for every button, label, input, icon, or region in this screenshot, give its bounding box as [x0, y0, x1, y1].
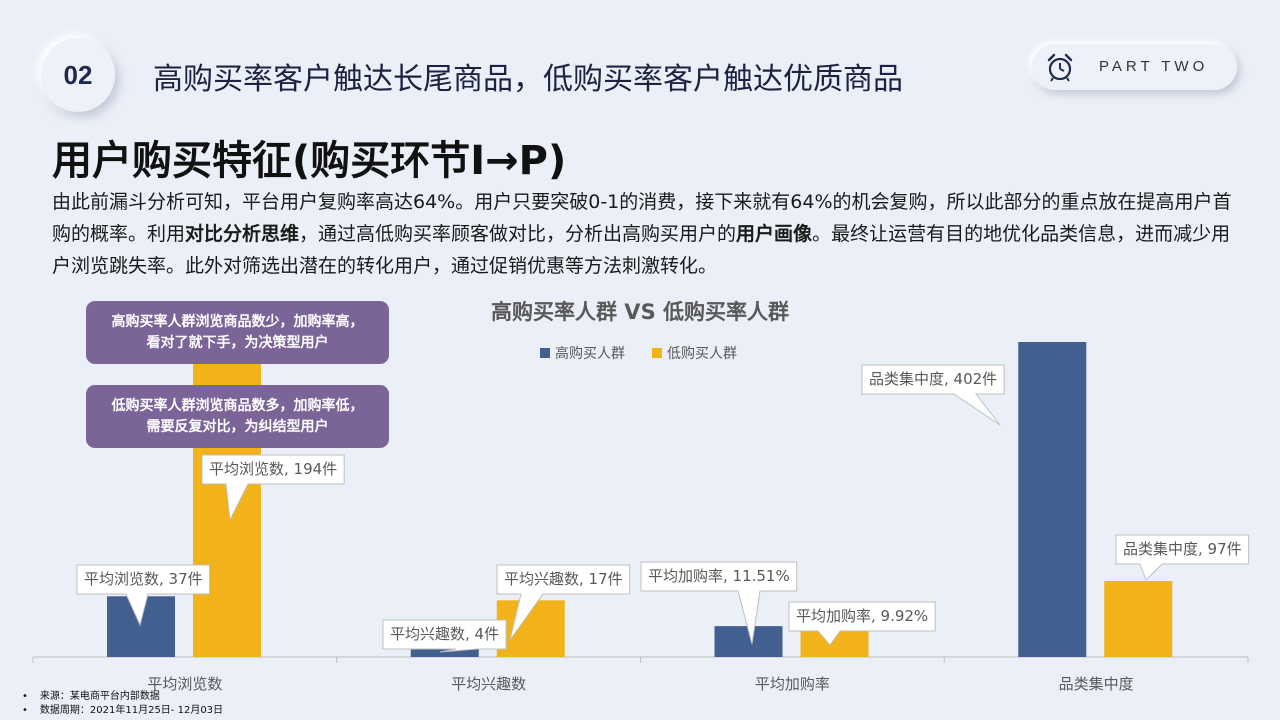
data-label-high-1: 平均兴趣数, 4件: [390, 625, 499, 643]
data-label-box: [76, 564, 211, 627]
insight-callout-low: 低购买率人群浏览商品数多，加购率低， 需要反复对比，为纠结型用户: [86, 385, 389, 448]
bar-low-3: [1104, 580, 1173, 657]
section-number-badge: 02: [41, 38, 115, 112]
footnote-period: 数据周期：2021年11月25日- 12月03日: [22, 704, 223, 718]
section-number: 02: [63, 59, 93, 90]
data-label-box: [382, 619, 507, 653]
data-label-box: [861, 364, 1005, 426]
data-label-high-0: 平均浏览数, 37件: [84, 570, 203, 588]
data-label-box: [201, 454, 345, 522]
data-label-low-0: 平均浏览数, 194件: [209, 460, 337, 478]
intro-text-2: ，通过高低购买率顾客做对比，分析出高购买用户的: [299, 223, 737, 245]
footnotes: 来源：某电商平台内部数据 数据周期：2021年11月25日- 12月03日: [22, 690, 223, 718]
part-label: PART TWO: [1099, 58, 1209, 75]
insight-low-line2: 需要反复对比，为纠结型用户: [146, 418, 329, 435]
legend-item-low: 低购买人群: [652, 343, 737, 363]
x-tick-label: 平均浏览数: [147, 675, 222, 693]
data-label-box: [496, 564, 631, 641]
legend-swatch-low: [652, 348, 662, 358]
data-label-box: [788, 601, 936, 646]
legend-item-high: 高购买人群: [540, 343, 625, 363]
data-label-box: [640, 561, 798, 645]
insight-high-line2: 看对了就下手，为决策型用户: [146, 334, 329, 351]
intro-text-1: 由此前漏斗分析可知，平台用户复购率高达64%。用户只要突破0-1的消费，接下来就…: [52, 191, 1232, 245]
x-tick-label: 品类集中度: [1059, 675, 1134, 693]
footnote-source: 来源：某电商平台内部数据: [22, 690, 223, 704]
data-label-low-1: 平均兴趣数, 17件: [504, 570, 623, 588]
bar-high-3: [1018, 342, 1087, 657]
data-label-low-3: 品类集中度, 97件: [1123, 540, 1242, 558]
header-title: 高购买率客户触达长尾商品，低购买率客户触达优质商品: [153, 62, 903, 97]
insight-callout-high: 高购买率人群浏览商品数少，加购率高， 看对了就下手，为决策型用户: [86, 301, 389, 364]
data-label-box: [1115, 534, 1250, 581]
intro-paragraph: 由此前漏斗分析可知，平台用户复购率高达64%。用户只要突破0-1的消费，接下来就…: [52, 186, 1247, 282]
data-label-high-2: 平均加购率, 11.51%: [648, 567, 790, 585]
page-title: 用户购买特征(购买环节I→P): [52, 138, 567, 184]
chart-title: 高购买率人群 VS 低购买率人群: [491, 300, 789, 324]
intro-bold-1: 对比分析思维: [185, 223, 300, 245]
insight-low-line1: 低购买率人群浏览商品数多，加购率低，: [111, 397, 364, 414]
insight-high-line1: 高购买率人群浏览商品数少，加购率高，: [111, 313, 364, 330]
data-label-high-3: 品类集中度, 402件: [869, 370, 997, 388]
x-tick-label: 平均加购率: [755, 675, 830, 693]
intro-bold-2: 用户画像: [736, 223, 813, 245]
legend-label-low: 低购买人群: [667, 346, 737, 362]
legend-swatch-high: [540, 348, 550, 358]
part-pill: [1032, 44, 1237, 90]
legend-label-high: 高购买人群: [555, 346, 625, 362]
data-label-low-2: 平均加购率, 9.92%: [796, 607, 928, 625]
alarm-clock-icon: [1047, 53, 1073, 82]
x-tick-label: 平均兴趣数: [451, 675, 526, 693]
intro-text-3: 。最终让运营有目的地优化品类信息，进而减少用户浏览跳失率。此外对筛选出潜在的转化…: [52, 223, 1231, 277]
